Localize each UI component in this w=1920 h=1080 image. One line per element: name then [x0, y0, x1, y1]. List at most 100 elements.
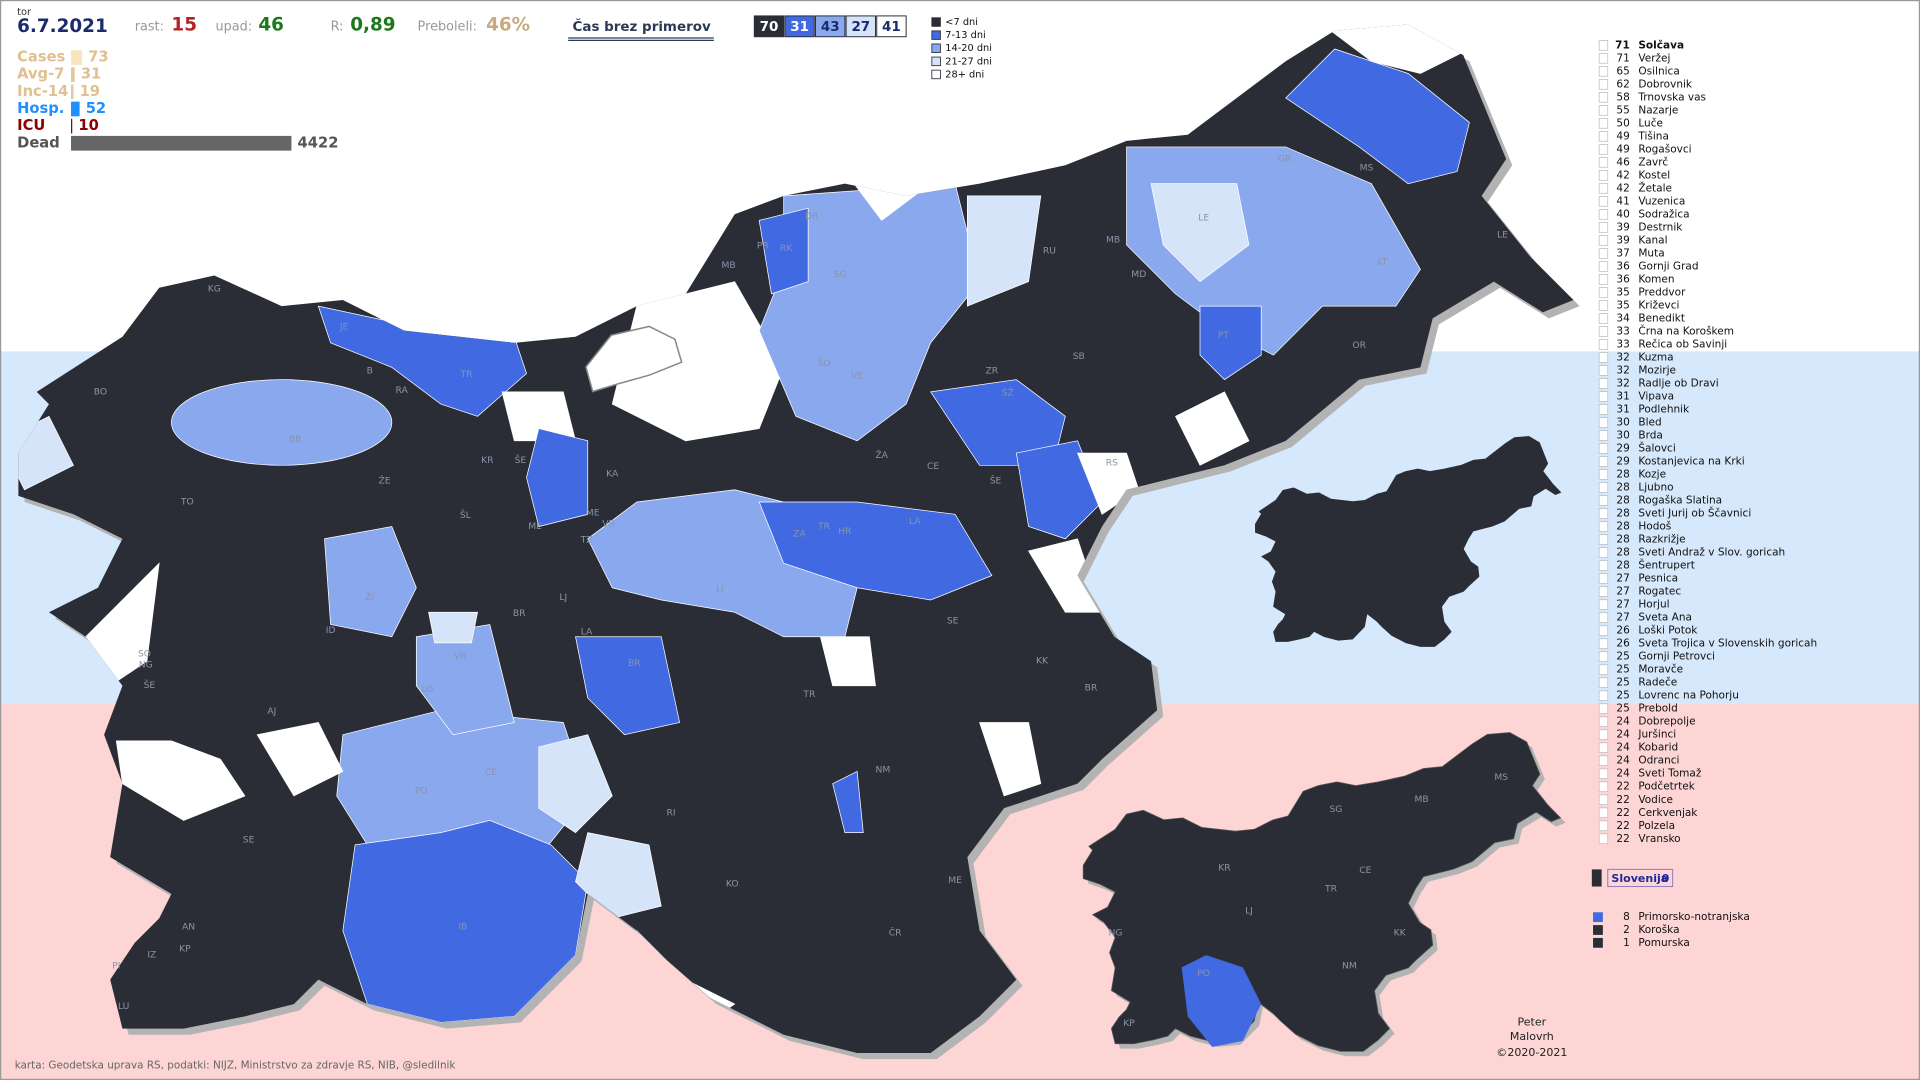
list-days: 25	[1616, 703, 1629, 715]
area	[819, 636, 876, 687]
header-stats: rast: 15 upad: 46 R: 0,89 Preboleli: 46%	[135, 15, 530, 36]
list-name[interactable]: Razkrižje	[1638, 534, 1685, 546]
inset-label: CE	[1359, 865, 1371, 876]
map-label: IZ	[147, 950, 156, 961]
list-name[interactable]: Mozirje	[1638, 364, 1676, 376]
indicator-value: 52	[86, 100, 106, 117]
list-days: 40	[1616, 208, 1629, 220]
list-name[interactable]: Dobrovnik	[1638, 78, 1693, 90]
map-label: ID	[326, 625, 336, 636]
list-name[interactable]: Trnovska vas	[1637, 91, 1706, 103]
region-name: Koroška	[1638, 924, 1679, 936]
list-name[interactable]: Kostel	[1638, 169, 1670, 181]
list-name[interactable]: Rečica ob Savinji	[1638, 338, 1727, 350]
list-name[interactable]: Solčava	[1638, 39, 1684, 51]
period-count: 27	[851, 20, 870, 35]
list-name[interactable]: Brda	[1638, 430, 1662, 442]
list-name[interactable]: Rogašovci	[1638, 143, 1691, 155]
list-name[interactable]: Dobrepolje	[1638, 716, 1695, 728]
map-label: AJ	[267, 706, 276, 717]
list-name[interactable]: Križevci	[1638, 299, 1679, 311]
map-label: CE	[485, 767, 497, 778]
list-name[interactable]: Sveta Ana	[1638, 612, 1692, 624]
list-name[interactable]: Podčetrtek	[1638, 781, 1695, 793]
list-name[interactable]: Kobarid	[1638, 742, 1678, 754]
list-swatch	[1598, 781, 1609, 793]
list-name[interactable]: Preddvor	[1638, 286, 1686, 298]
list-name[interactable]: Veržej	[1638, 52, 1670, 64]
list-name[interactable]: Benedikt	[1638, 312, 1685, 324]
list-name[interactable]: Polzela	[1638, 820, 1675, 832]
list-swatch	[1598, 183, 1609, 194]
main-map	[18, 24, 1580, 1060]
list-name[interactable]: Nazarje	[1638, 104, 1678, 116]
list-name[interactable]: Kanal	[1638, 234, 1667, 246]
list-name[interactable]: Sodražica	[1638, 208, 1689, 220]
list-name[interactable]: Kostanjevica na Krki	[1638, 456, 1744, 468]
region-swatch	[1593, 912, 1603, 923]
map-label: ŽE	[378, 475, 390, 487]
map-label: ZA	[793, 528, 806, 539]
list-name[interactable]: Kuzma	[1638, 351, 1673, 363]
list-name[interactable]: Sveta Trojica v Slovenskih goricah	[1638, 638, 1817, 650]
list-days: 22	[1616, 781, 1629, 793]
list-days: 30	[1616, 430, 1629, 442]
list-name[interactable]: Juršinci	[1637, 729, 1676, 741]
list-name[interactable]: Bled	[1638, 417, 1661, 429]
list-name[interactable]: Gornji Petrovci	[1638, 651, 1715, 663]
map-label: JE	[339, 321, 349, 332]
mode-button[interactable]: Čas brez primerov	[573, 17, 711, 35]
list-name[interactable]: Luče	[1638, 117, 1663, 129]
list-name[interactable]: Vodice	[1638, 794, 1673, 806]
list-days: 36	[1616, 273, 1630, 285]
map-label: TR	[802, 689, 816, 700]
list-swatch	[1598, 105, 1609, 116]
list-days: 39	[1616, 221, 1629, 233]
list-name[interactable]: Moravče	[1638, 664, 1683, 676]
total-box[interactable]	[1607, 868, 1674, 888]
indicator-value: 4422	[298, 134, 339, 151]
map-label: MB	[721, 260, 735, 271]
list-name[interactable]: Črna na Koroškem	[1638, 324, 1734, 337]
list-name[interactable]: Rogatec	[1638, 586, 1681, 598]
list-swatch	[1598, 690, 1609, 701]
list-name[interactable]: Rogaška Slatina	[1638, 495, 1722, 507]
list-name[interactable]: Cerkvenjak	[1638, 807, 1698, 819]
list-name[interactable]: Žetale	[1638, 181, 1672, 194]
list-name[interactable]: Šalovci	[1638, 442, 1675, 455]
map-label: RS	[1106, 457, 1118, 468]
list-name[interactable]: Vuzenica	[1638, 195, 1685, 207]
list-swatch	[1598, 391, 1609, 402]
list-name[interactable]: Pesnica	[1638, 573, 1678, 585]
list-name[interactable]: Loški Potok	[1638, 625, 1698, 637]
list-name[interactable]: Lovrenc na Pohorju	[1638, 690, 1739, 702]
list-name[interactable]: Sveti Tomaž	[1638, 768, 1702, 780]
list-name[interactable]: Komen	[1638, 273, 1674, 285]
list-name[interactable]: Destrnik	[1638, 221, 1683, 233]
list-name[interactable]: Gornji Grad	[1638, 260, 1698, 272]
list-name[interactable]: Prebold	[1638, 703, 1677, 715]
list-name[interactable]: Sveti Andraž v Slov. goricah	[1638, 547, 1785, 559]
list-name[interactable]: Muta	[1638, 247, 1664, 259]
list-name[interactable]: Vipava	[1638, 391, 1674, 403]
list-name[interactable]: Vransko	[1638, 833, 1680, 845]
list-name[interactable]: Podlehnik	[1638, 404, 1690, 416]
list-name[interactable]: Zavrč	[1638, 156, 1668, 168]
list-name[interactable]: Kozje	[1638, 469, 1666, 481]
indicator-value: 31	[81, 66, 101, 83]
list-days: 28	[1616, 495, 1629, 507]
list-name[interactable]: Hodoš	[1638, 521, 1671, 533]
list-name[interactable]: Radeče	[1638, 677, 1677, 689]
map-label: VE	[851, 370, 863, 381]
region-count: 8	[1623, 911, 1630, 923]
list-name[interactable]: Sveti Jurij ob Ščavnici	[1638, 507, 1751, 520]
list-name[interactable]: Osilnica	[1638, 65, 1679, 77]
list-name[interactable]: Tišina	[1637, 130, 1669, 142]
list-name[interactable]: Ljubno	[1638, 482, 1673, 494]
list-name[interactable]: Horjul	[1638, 599, 1669, 611]
list-name[interactable]: Odranci	[1638, 755, 1679, 767]
list-name[interactable]: Radlje ob Dravi	[1638, 378, 1718, 390]
list-days: 36	[1616, 260, 1630, 272]
list-name[interactable]: Šentrupert	[1638, 559, 1695, 572]
inset-label: PO	[1197, 968, 1210, 979]
